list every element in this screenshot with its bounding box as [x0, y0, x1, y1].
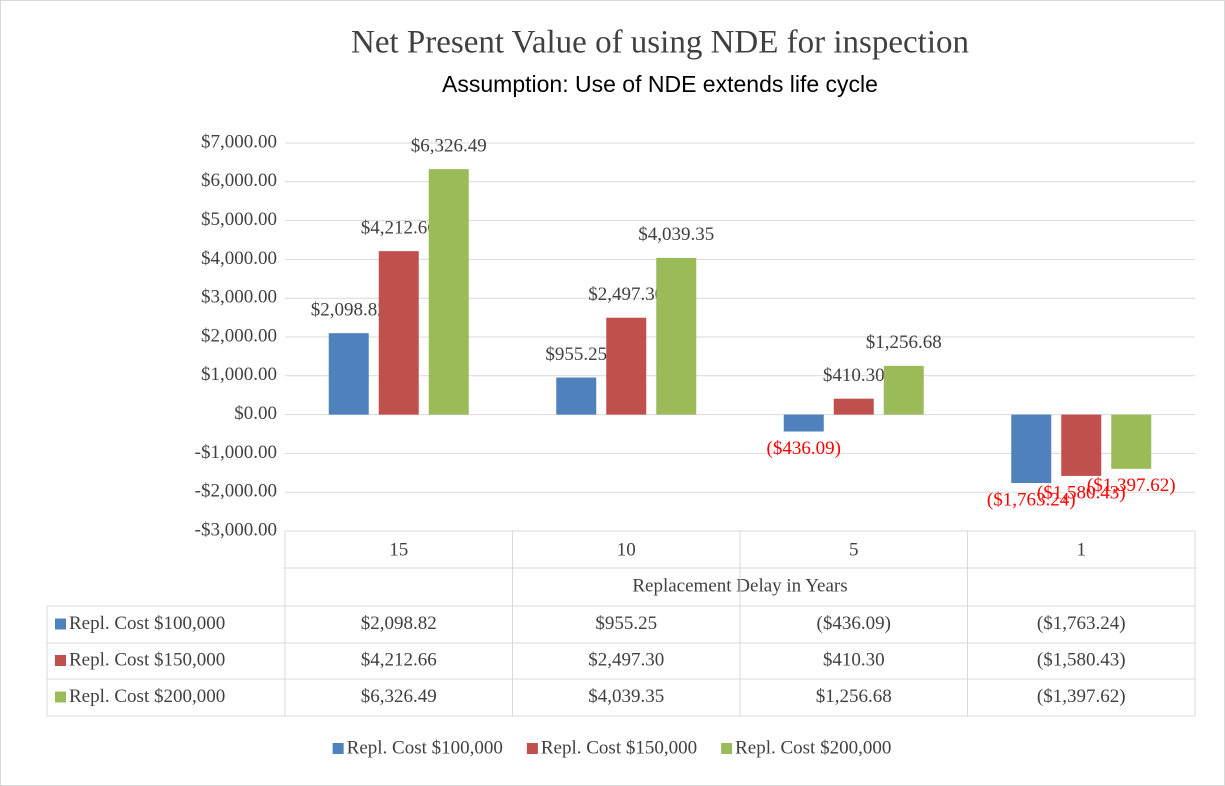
- table-legend-key: [55, 691, 66, 703]
- data-label: $410.30: [823, 365, 885, 386]
- table-cell: ($1,763.24): [1037, 613, 1126, 634]
- table-cell: ($1,580.43): [1037, 649, 1126, 670]
- bar: [783, 414, 824, 432]
- y-tick-label: $2,000.00: [201, 325, 277, 346]
- table-series-name: Repl. Cost $150,000: [69, 649, 225, 670]
- data-label: $4,039.35: [638, 224, 714, 245]
- x-tick-label: 15: [389, 539, 408, 560]
- bar: [883, 365, 924, 415]
- x-tick-label: 5: [849, 539, 859, 560]
- y-tick-label: $6,000.00: [201, 170, 277, 191]
- data-label: ($1,397.62): [1087, 475, 1176, 496]
- table-legend-key: [55, 618, 66, 630]
- y-tick-label: -$3,000.00: [195, 519, 277, 540]
- data-label: $4,212.66: [361, 218, 437, 239]
- bar: [556, 377, 597, 415]
- data-label: ($436.09): [767, 438, 841, 459]
- bar: [606, 317, 647, 415]
- chart-title: Net Present Value of using NDE for inspe…: [351, 25, 969, 61]
- legend-label: Repl. Cost $100,000: [347, 737, 503, 758]
- bar: [656, 257, 697, 415]
- y-tick-label: $3,000.00: [201, 287, 277, 308]
- y-tick-label: -$1,000.00: [195, 442, 277, 463]
- y-tick-label: -$2,000.00: [195, 481, 277, 502]
- data-label: $2,497.30: [588, 284, 664, 305]
- table-series-name: Repl. Cost $100,000: [69, 613, 225, 634]
- table-cell: $2,098.82: [361, 613, 437, 634]
- table-cell: $955.25: [595, 613, 657, 634]
- data-label: $1,256.68: [866, 332, 942, 353]
- bar: [833, 398, 874, 415]
- data-label: $6,326.49: [411, 135, 487, 156]
- bar: [378, 251, 419, 415]
- y-tick-label: $4,000.00: [201, 248, 277, 269]
- legend-key: [721, 743, 733, 754]
- bar: [1061, 414, 1102, 476]
- y-tick-label: $0.00: [234, 403, 277, 424]
- table-cell: ($436.09): [817, 613, 891, 634]
- legend-label: Repl. Cost $150,000: [541, 737, 697, 758]
- y-tick-label: $5,000.00: [201, 209, 277, 230]
- table-series-name: Repl. Cost $200,000: [69, 686, 225, 707]
- y-tick-label: $7,000.00: [201, 131, 277, 152]
- table-cell: $6,326.49: [361, 686, 437, 707]
- bar: [1111, 414, 1152, 469]
- legend-key: [332, 743, 344, 754]
- x-tick-label: 1: [1077, 539, 1087, 560]
- y-tick-label: $1,000.00: [201, 364, 277, 385]
- data-label: $2,098.82: [311, 300, 387, 321]
- legend-key: [526, 743, 538, 754]
- legend-label: Repl. Cost $200,000: [735, 737, 891, 758]
- data-label: ($1,763.24): [987, 489, 1076, 510]
- chart-subtitle: Assumption: Use of NDE extends life cycl…: [442, 71, 878, 97]
- bar: [428, 169, 469, 415]
- data-label: ($1,580.43): [1037, 482, 1126, 503]
- table-cell: $4,212.66: [361, 649, 437, 670]
- bar: [1011, 414, 1052, 484]
- table-legend-key: [55, 655, 66, 666]
- table-cell: ($1,397.62): [1037, 686, 1126, 707]
- table-cell: $4,039.35: [588, 686, 664, 707]
- bar: [328, 333, 369, 415]
- x-tick-label: 10: [617, 539, 636, 560]
- data-label: $955.25: [545, 344, 607, 365]
- table-cell: $1,256.68: [816, 686, 892, 707]
- table-cell: $410.30: [823, 649, 885, 670]
- table-cell: $2,497.30: [588, 649, 664, 670]
